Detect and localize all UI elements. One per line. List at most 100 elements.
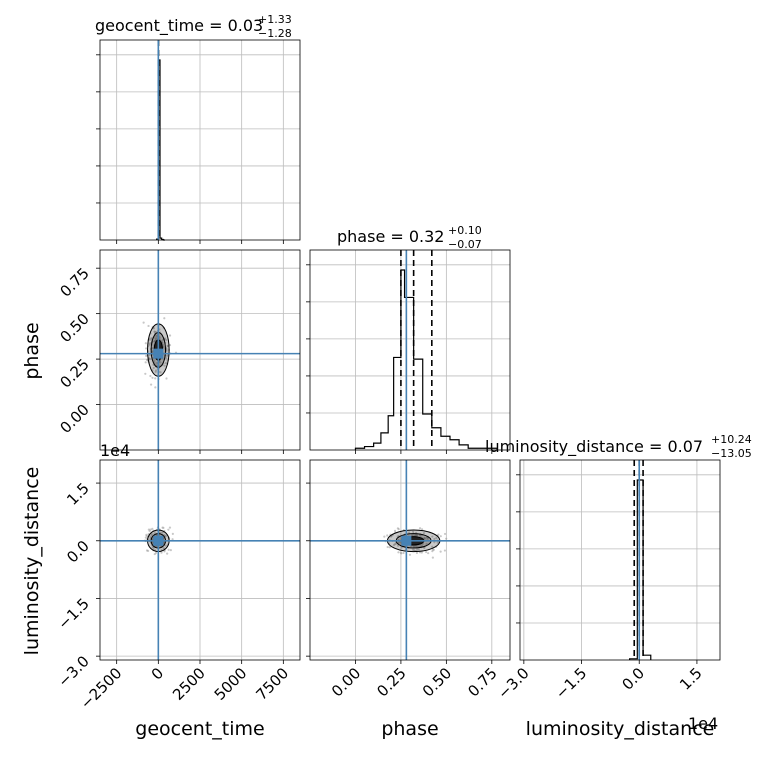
panel-phase-hist [306, 249, 511, 454]
hist-phase [354, 269, 498, 450]
sample-point [396, 527, 399, 530]
x-tick-label: 0 [148, 664, 167, 683]
y-tick-label: 0.25 [56, 355, 92, 391]
sample-point [431, 545, 434, 548]
x-tick-label: 0.50 [419, 664, 455, 700]
panel-frame [99, 249, 301, 451]
sample-point [165, 357, 168, 360]
sample-point [152, 366, 155, 370]
y-tick-label: −3.0 [54, 652, 92, 690]
sample-point [410, 534, 414, 537]
sample-point [437, 533, 440, 536]
sample-point [399, 551, 402, 554]
sample-point [417, 548, 420, 551]
x-tick-label: 2500 [169, 664, 209, 704]
sample-point [436, 541, 439, 544]
sample-point [166, 354, 169, 357]
sample-point [392, 543, 396, 547]
x-offset-text: 1e4 [688, 714, 718, 733]
title-phase-minus: −0.07 [448, 238, 482, 251]
y-tick-label: 0.0 [63, 537, 93, 567]
sample-point [386, 545, 389, 549]
sample-point [439, 550, 442, 553]
title-luminosity-distance-main: luminosity_distance = 0.07 [485, 437, 703, 457]
sample-point [144, 361, 147, 364]
truth-marker [401, 535, 412, 546]
sample-point [445, 537, 448, 540]
y-label-phase: phase [21, 322, 43, 379]
sample-point [144, 342, 147, 345]
sample-point [163, 317, 166, 320]
sample-point [162, 547, 165, 550]
sample-point [435, 536, 438, 540]
sample-point [416, 548, 419, 551]
sample-point [154, 386, 157, 389]
sample-point [423, 546, 426, 550]
sample-point [150, 533, 153, 536]
y-tick-label: 0.75 [56, 264, 92, 300]
sample-point [160, 551, 163, 554]
sample-point [152, 327, 155, 330]
title-geocent-time-minus: −1.28 [258, 27, 292, 40]
sample-point [171, 538, 174, 541]
panel-frame [309, 249, 511, 451]
sample-point [433, 541, 436, 544]
sample-point [425, 550, 428, 554]
sample-point [431, 556, 434, 559]
sample-point [145, 533, 148, 536]
sample-point [167, 528, 170, 531]
title-geocent-time-main: geocent_time = 0.03 [95, 16, 263, 36]
sample-point [162, 526, 165, 530]
y-tick-label: 0.50 [56, 310, 92, 346]
x-tick-label: −1.5 [552, 664, 590, 702]
panel-frame [99, 39, 301, 241]
truth-marker [153, 535, 164, 546]
sample-point [169, 549, 172, 552]
title-luminosity-distance: luminosity_distance = 0.07 +10.24 −13.05 [485, 433, 752, 460]
sample-point [386, 534, 389, 537]
title-geocent-time-plus: +1.33 [258, 13, 292, 26]
sample-point [147, 549, 150, 553]
panel-frame [99, 459, 301, 661]
sample-point [168, 334, 172, 337]
sample-point [154, 551, 158, 554]
sample-point [171, 532, 174, 536]
sample-point [408, 553, 412, 556]
sample-point [153, 359, 156, 363]
x-tick-label: 0.00 [328, 664, 364, 700]
sample-point [383, 535, 386, 538]
sample-point [420, 544, 424, 547]
panel-phase-vs-geocent-time: 0.00 0.25 0.50 0.75 [56, 249, 301, 454]
sample-point [144, 536, 147, 539]
sample-point [149, 383, 153, 386]
sample-point [412, 530, 415, 533]
x-tick-label: 7500 [252, 664, 292, 704]
panel-frame [309, 459, 511, 661]
x-tick-label: 5000 [211, 664, 251, 704]
x-label-luminosity-distance: luminosity_distance [526, 718, 715, 740]
sample-point [148, 357, 151, 360]
x-tick-label: 0.75 [464, 664, 500, 700]
y-tick-label: −1.5 [54, 595, 92, 633]
sample-point [163, 550, 166, 553]
sample-point [159, 371, 162, 374]
sample-point [147, 324, 150, 328]
sample-point [165, 377, 168, 380]
truth-marker [153, 348, 164, 359]
title-geocent-time: geocent_time = 0.03 +1.33 −1.28 [95, 13, 292, 40]
panel-geocent-time-hist [96, 39, 301, 244]
y-label-luminosity-distance: luminosity_distance [21, 467, 43, 656]
sample-point [163, 364, 166, 367]
sample-point [433, 537, 436, 541]
panel-distance-vs-geocent-time: −2500 0 2500 5000 7500−3.0−1.50.01.5 [54, 459, 301, 713]
title-luminosity-distance-minus: −13.05 [711, 447, 752, 460]
sample-point [402, 551, 405, 555]
sample-point [154, 369, 158, 372]
sample-point [164, 544, 167, 547]
x-label-geocent-time: geocent_time [135, 718, 264, 740]
sample-point [407, 531, 411, 534]
sample-point [168, 526, 172, 529]
hist-luminosity_distance [629, 479, 652, 660]
sample-point [427, 552, 430, 555]
sample-point [431, 535, 434, 538]
